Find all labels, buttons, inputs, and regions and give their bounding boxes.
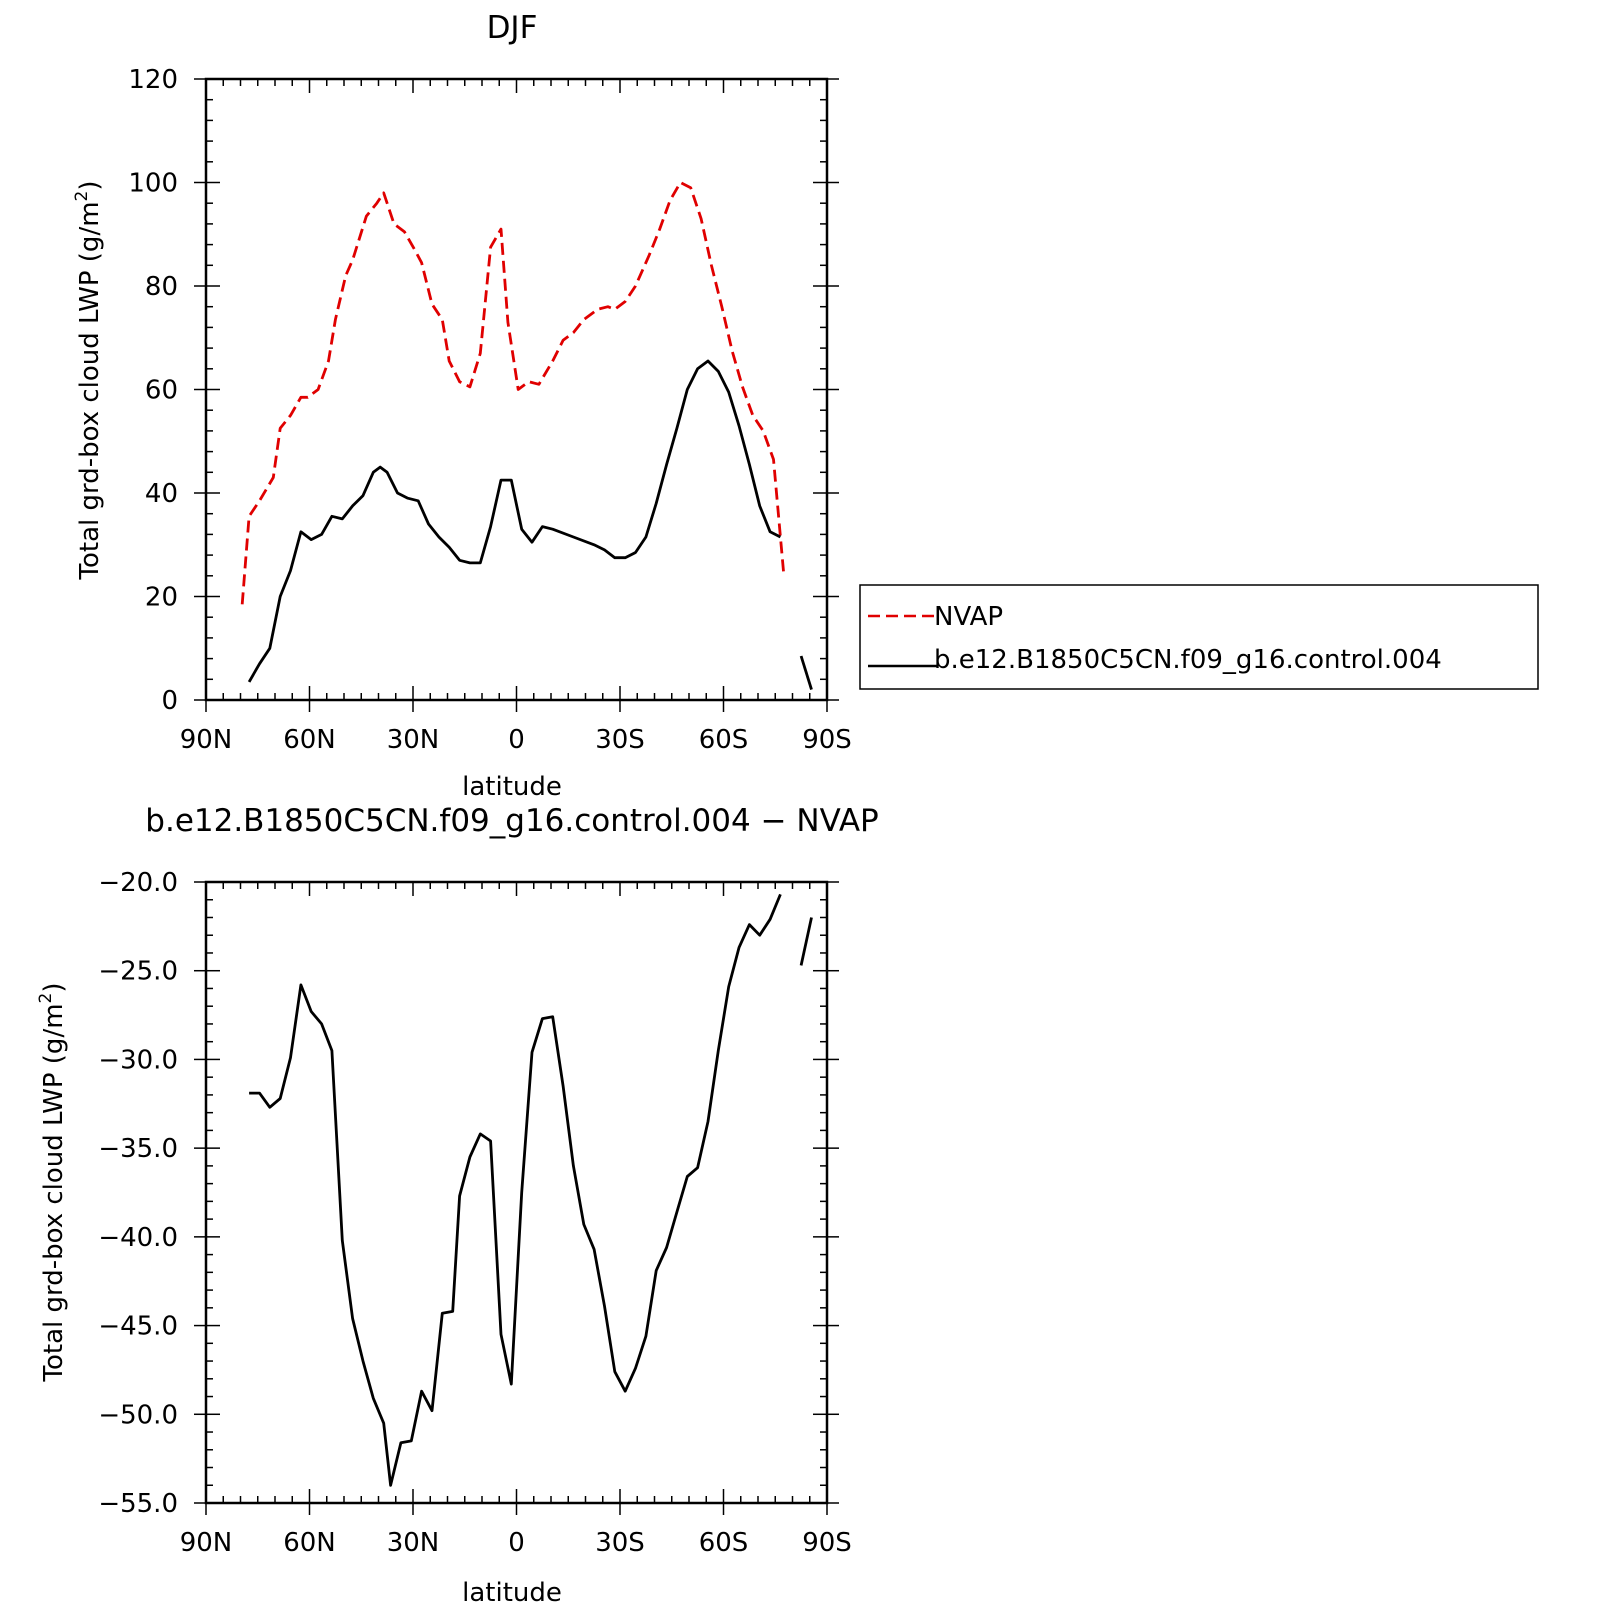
legend-nvap-label: NVAP [934,602,1003,632]
top-x-tick-label: 90S [802,725,852,755]
bottom-plot-frame [204,880,829,1505]
bottom-x-tick-label: 30N [387,1528,440,1558]
top-series-1-line-segment-0 [247,359,782,683]
bottom-y-tick-label: −40.0 [98,1223,178,1253]
bottom-x-tick-label: 90S [802,1528,852,1558]
bottom-series-0-line-segment-0 [249,893,782,1487]
top-y-tick-label: 120 [128,65,178,95]
top-y-tick-label: 80 [145,272,178,302]
top-chart-title: DJF [487,10,538,46]
bottom-y-tick-label: −30.0 [98,1045,178,1075]
bottom-x-tick-label: 60S [699,1528,749,1558]
top-legend: NVAP b.e12.B1850C5CN.f09_g16.control.004 [859,584,1539,690]
top-x-tick-label: 30N [387,725,440,755]
top-x-tick-label: 60N [283,725,336,755]
bottom-y-tick-label: −20.0 [98,868,178,898]
bottom-x-axis-label: latitude [462,1578,562,1608]
bottom-y-tick-label: −35.0 [98,1134,178,1164]
top-y-tick-label: 20 [145,583,178,613]
top-y-axis-label-close: ) [75,180,105,190]
bottom-y-axis-label-text: Total grd-box cloud LWP (g/m [39,1003,69,1382]
top-plot-frame [204,77,829,702]
bottom-plot-area: 90N 60N 30N 0 30S 60S 90S −20.0 −25.0 −30.0 −35.0 −… [98,868,851,1558]
bottom-y-axis-label-sup: 2 [36,993,56,1004]
bottom-x-tick-label: 60N [283,1528,336,1558]
top-x-tick-label: 90N [180,725,233,755]
bottom-x-tick-label: 30S [595,1528,645,1558]
bottom-y-axis-label-close: ) [39,982,69,992]
bottom-x-tick-label: 0 [508,1528,525,1558]
bottom-series-0-line-segment-1 [799,917,813,966]
top-chart: DJF 90N 60N 30N 0 30S 60S 90S 0 20 40 60 80 100 120 l… [72,10,1539,802]
top-series-0-line-segment-0 [240,181,786,605]
top-y-axis-label-sup: 2 [72,191,92,202]
top-y-axis-label-text: Total grd-box cloud LWP (g/m [75,201,105,580]
top-x-axis-label: latitude [462,772,562,802]
top-y-tick-label: 0 [161,686,178,716]
bottom-y-tick-label: −50.0 [98,1400,178,1430]
top-x-tick-label: 0 [508,725,525,755]
bottom-y-tick-label: −25.0 [98,957,178,987]
top-x-tick-label: 30S [595,725,645,755]
bottom-chart-title: b.e12.B1850C5CN.f09_g16.control.004 − NV… [145,803,878,839]
legend-box [859,584,1539,690]
top-y-axis-label: Total grd-box cloud LWP (g/m2) [72,180,105,580]
top-y-tick-label: 100 [128,169,178,199]
legend-model-label: b.e12.B1850C5CN.f09_g16.control.004 [934,645,1442,675]
bottom-chart: b.e12.B1850C5CN.f09_g16.control.004 − NV… [36,803,879,1608]
top-series-1-line-segment-1 [799,655,813,691]
top-y-tick-label: 60 [145,376,178,406]
bottom-y-tick-label: −55.0 [98,1489,178,1519]
bottom-y-tick-label: −45.0 [98,1312,178,1342]
top-plot-area: 90N 60N 30N 0 30S 60S 90S 0 20 40 60 80 100 120 [128,65,851,755]
top-y-tick-label: 40 [145,479,178,509]
bottom-x-tick-label: 90N [180,1528,233,1558]
top-x-tick-label: 60S [699,725,749,755]
bottom-y-axis-label: Total grd-box cloud LWP (g/m2) [36,982,69,1382]
